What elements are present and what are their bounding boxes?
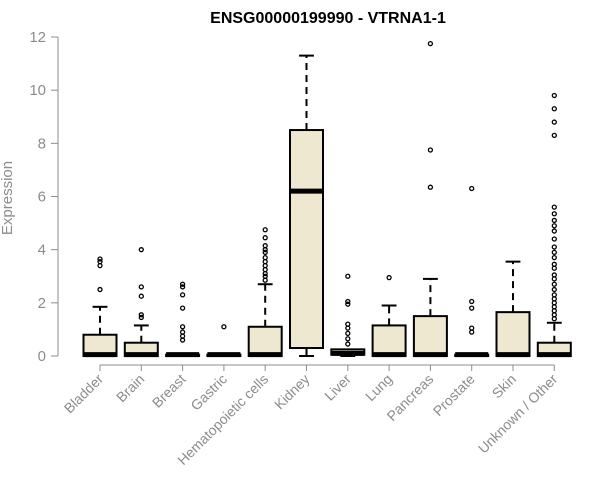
y-tick-label: 4 — [38, 242, 46, 259]
outlier-point — [179, 324, 186, 330]
x-tick-label: Lung — [362, 371, 395, 404]
x-tick-label: Kidney — [271, 371, 313, 413]
box-body — [247, 325, 283, 357]
outlier-point — [345, 321, 351, 327]
outlier-point — [345, 330, 351, 337]
outlier-point — [138, 312, 144, 318]
outlier-point — [138, 314, 144, 321]
box-lung — [371, 274, 407, 358]
outlier-point — [262, 249, 268, 255]
outlier-point — [345, 336, 351, 342]
outlier-point — [551, 286, 557, 293]
box-body — [371, 324, 407, 358]
outlier-point — [551, 132, 557, 139]
outlier-point — [469, 185, 475, 192]
box-breast — [165, 281, 201, 358]
outlier-point — [551, 106, 557, 112]
outlier-point — [551, 236, 557, 242]
box-brain — [123, 247, 159, 358]
outlier-point — [551, 92, 557, 99]
x-tick-label: Liver — [321, 371, 354, 404]
box-bladder — [82, 256, 118, 358]
box-kidney — [289, 54, 324, 357]
outlier-point — [138, 247, 144, 253]
box-liver — [330, 273, 366, 357]
outlier-point — [97, 286, 103, 293]
boxes-group — [82, 40, 572, 358]
outlier-point — [427, 147, 434, 153]
box-body — [289, 129, 324, 350]
outlier-point — [221, 324, 227, 330]
y-tick-label: 2 — [38, 295, 46, 312]
y-tick-label: 12 — [29, 29, 46, 46]
outlier-point — [262, 254, 268, 261]
outlier-point — [345, 298, 351, 305]
outlier-point — [551, 217, 557, 224]
y-tick-label: 0 — [38, 348, 46, 365]
outlier-point — [551, 204, 557, 210]
outlier-point — [386, 274, 392, 281]
outlier-point — [138, 284, 144, 290]
outlier-point — [179, 329, 186, 335]
chart-title: ENSG00000199990 - VTRNA1-1 — [210, 10, 446, 27]
outlier-point — [262, 243, 268, 249]
outlier-point — [427, 40, 434, 47]
outlier-point — [551, 119, 557, 125]
y-axis: 0 2 4 6 8 10 12 — [29, 29, 59, 365]
y-axis-label: Expression — [0, 161, 16, 235]
outlier-point — [551, 272, 557, 278]
outlier-point — [551, 249, 557, 255]
outlier-point — [345, 273, 351, 279]
outlier-point — [551, 281, 557, 287]
box-hematopoietic-cells — [247, 227, 283, 358]
box-prostate — [454, 185, 490, 358]
box-gastric — [206, 324, 242, 358]
box-body — [495, 311, 531, 358]
x-tick-label: Brain — [113, 371, 147, 405]
outlier-point — [345, 301, 351, 307]
outlier-point — [427, 184, 434, 190]
outlier-point — [551, 223, 557, 229]
outlier-point — [551, 292, 557, 298]
outlier-point — [179, 281, 186, 287]
box-unknown-other — [536, 92, 572, 358]
outlier-point — [262, 273, 268, 279]
x-tick-label: Prostate — [430, 371, 478, 419]
box-body — [412, 315, 448, 357]
x-tick-label: Skin — [489, 371, 520, 402]
box-pancreas — [412, 40, 448, 358]
y-tick-label: 10 — [29, 82, 46, 99]
x-tick-label: Bladder — [61, 371, 107, 417]
outlier-point — [469, 325, 475, 331]
outlier-point — [345, 341, 351, 347]
outlier-point — [262, 235, 268, 241]
outlier-point — [97, 258, 103, 265]
outlier-point — [551, 228, 557, 234]
box-skin — [495, 260, 531, 358]
outlier-point — [469, 298, 475, 305]
outlier-point — [179, 284, 186, 290]
x-tick-label: Breast — [149, 371, 189, 411]
outlier-point — [97, 256, 103, 262]
y-tick-label: 6 — [38, 189, 46, 206]
outlier-point — [551, 244, 557, 250]
outlier-point — [551, 261, 557, 267]
outlier-point — [551, 254, 557, 261]
outlier-point — [262, 227, 268, 233]
outlier-point — [551, 211, 557, 217]
outlier-point — [469, 305, 475, 311]
outlier-point — [179, 292, 186, 298]
y-tick-label: 8 — [38, 135, 46, 152]
outlier-point — [138, 293, 144, 299]
outlier-point — [179, 305, 186, 311]
